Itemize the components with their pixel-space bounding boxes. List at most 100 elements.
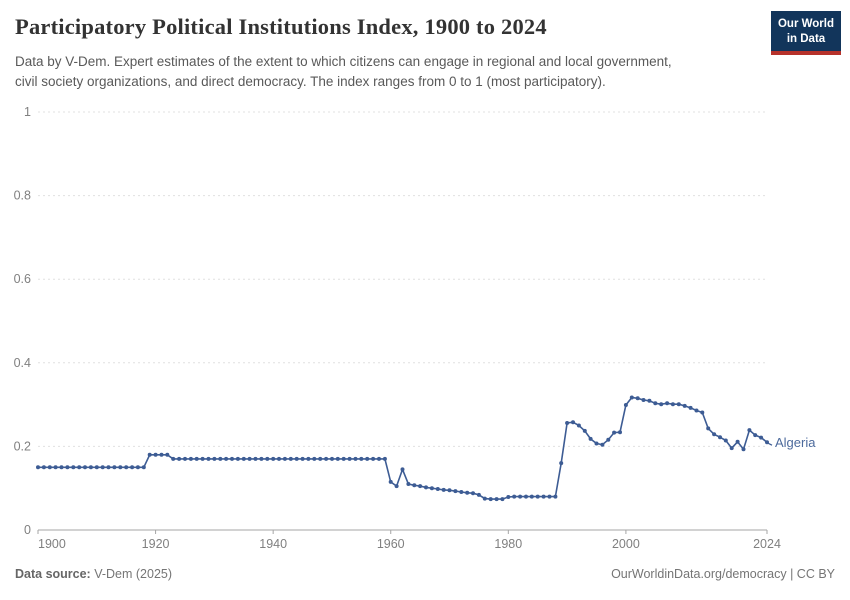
data-point[interactable] [606,437,611,442]
entity-label[interactable]: Algeria [775,435,816,450]
data-point[interactable] [547,494,552,499]
data-point[interactable] [435,487,440,491]
data-point[interactable] [441,487,446,492]
data-point[interactable] [706,426,711,431]
data-point[interactable] [36,465,40,470]
data-point[interactable] [765,440,769,445]
data-point[interactable] [447,488,452,493]
data-point[interactable] [188,456,193,461]
data-point[interactable] [718,435,722,440]
data-point[interactable] [482,496,487,501]
data-point[interactable] [659,402,664,407]
data-point[interactable] [312,456,317,461]
data-point[interactable] [712,432,717,437]
data-point[interactable] [653,401,658,406]
data-point[interactable] [100,465,105,470]
data-point[interactable] [377,456,381,461]
data-point[interactable] [524,494,528,499]
data-series[interactable] [36,395,769,502]
data-point[interactable] [335,456,340,461]
data-point[interactable] [230,456,234,461]
data-point[interactable] [488,497,493,502]
data-point[interactable] [729,446,734,451]
data-point[interactable] [553,494,558,499]
data-point[interactable] [471,491,475,496]
data-point[interactable] [418,484,423,489]
data-point[interactable] [600,442,605,447]
data-point[interactable] [641,398,646,402]
data-point[interactable] [741,447,746,452]
data-point[interactable] [282,456,287,461]
data-point[interactable] [206,456,211,461]
data-point[interactable] [647,398,652,403]
data-point[interactable] [341,456,346,461]
data-point[interactable] [665,401,670,406]
data-point[interactable] [147,452,152,457]
data-point[interactable] [253,456,258,461]
data-point[interactable] [588,436,593,441]
data-point[interactable] [118,465,123,470]
data-point[interactable] [594,441,599,446]
data-point[interactable] [212,456,217,461]
data-point[interactable] [106,465,111,470]
data-point[interactable] [53,465,58,470]
data-point[interactable] [406,482,411,486]
data-point[interactable] [459,490,464,494]
data-point[interactable] [347,456,352,461]
data-point[interactable] [183,456,187,461]
data-point[interactable] [47,465,52,470]
data-point[interactable] [694,408,699,413]
data-point[interactable] [747,428,752,433]
data-point[interactable] [424,485,428,490]
data-point[interactable] [759,435,764,440]
data-point[interactable] [400,467,405,472]
data-point[interactable] [194,456,199,461]
data-point[interactable] [112,465,117,470]
data-point[interactable] [318,456,323,461]
data-point[interactable] [629,395,634,400]
data-point[interactable] [623,403,628,407]
data-point[interactable] [71,465,76,470]
data-point[interactable] [171,456,176,461]
chart-canvas[interactable]: 0 0.2 0.4 0.6 0.8 1 1900 1920 1940 1960 1980 2000 20… [0,95,850,565]
data-point[interactable] [582,428,587,433]
data-point[interactable] [670,402,675,407]
data-point[interactable] [294,456,299,461]
data-point[interactable] [306,456,311,461]
data-point[interactable] [412,483,417,488]
data-point[interactable] [576,423,581,428]
data-point[interactable] [324,456,329,461]
data-point[interactable] [700,410,705,415]
data-point[interactable] [735,439,740,444]
data-point[interactable] [353,456,358,461]
data-point[interactable] [165,452,170,457]
data-point[interactable] [394,484,399,489]
data-point[interactable] [177,456,182,461]
data-point[interactable] [388,479,393,484]
data-point[interactable] [218,456,223,461]
data-point[interactable] [247,456,252,461]
data-point[interactable] [518,494,523,499]
data-point[interactable] [200,456,205,461]
data-point[interactable] [359,456,364,461]
data-point[interactable] [300,456,305,461]
data-point[interactable] [453,489,458,494]
data-point[interactable] [682,403,687,408]
data-point[interactable] [535,494,540,499]
owid-url-license-link[interactable]: OurWorldinData.org/democracy | CC BY [611,567,835,581]
data-point[interactable] [271,456,276,461]
data-point[interactable] [429,486,434,491]
data-point[interactable] [465,490,470,495]
data-point[interactable] [753,433,758,438]
data-point[interactable] [259,456,264,461]
data-point[interactable] [365,456,370,461]
data-point[interactable] [512,494,517,499]
data-point[interactable] [83,465,87,470]
data-point[interactable] [124,465,129,470]
data-point[interactable] [506,495,511,499]
data-point[interactable] [288,456,293,461]
data-point[interactable] [77,465,82,470]
data-point[interactable] [500,497,505,502]
data-point[interactable] [135,465,140,470]
data-point[interactable] [529,494,534,499]
